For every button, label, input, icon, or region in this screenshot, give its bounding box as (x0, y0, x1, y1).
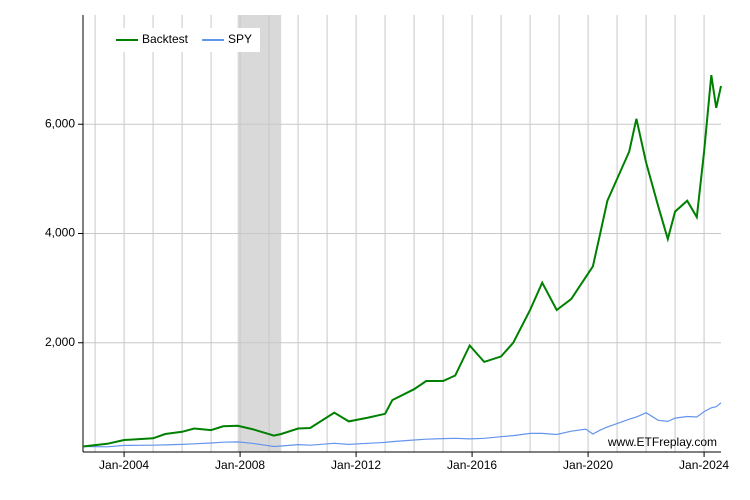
y-tick-label: 6,000 (45, 116, 75, 130)
legend-label: Backtest (142, 32, 189, 46)
watermark: www.ETFreplay.com (607, 435, 717, 449)
x-tick-label: Jan-2008 (215, 458, 265, 472)
x-tick-label: Jan-2024 (679, 458, 729, 472)
x-tick-label: Jan-2004 (99, 458, 149, 472)
series-line (82, 74, 722, 448)
x-tick-label: Jan-2020 (563, 458, 613, 472)
y-tick-label: 4,000 (45, 226, 75, 240)
x-tick-label: Jan-2016 (447, 458, 497, 472)
y-tick-label: 2,000 (45, 335, 75, 349)
legend-label: SPY (228, 32, 252, 46)
x-tick-label: Jan-2012 (331, 458, 381, 472)
series-line (82, 402, 722, 448)
